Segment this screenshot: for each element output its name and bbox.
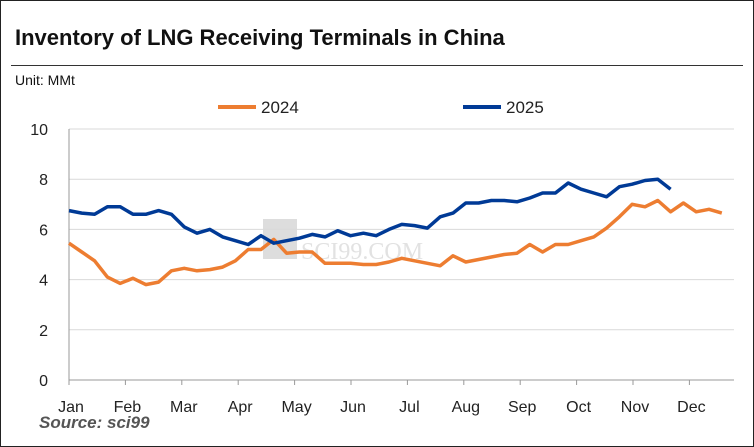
y-tick-label: 0 [39, 373, 48, 390]
y-tick-label: 8 [39, 172, 48, 189]
x-tick-label: Sep [508, 399, 537, 416]
unit-label: Unit: MMt [15, 72, 75, 88]
x-tick-label: Jun [340, 399, 366, 416]
x-tick-label: Jan [58, 399, 84, 416]
y-tick-label: 10 [30, 122, 48, 139]
y-tick-label: 4 [39, 273, 48, 290]
x-tick-label: Dec [677, 399, 705, 416]
title-divider [11, 65, 743, 66]
x-tick-label: Feb [114, 399, 142, 416]
x-tick-label: Oct [566, 399, 591, 416]
legend-label-2025: 2025 [506, 98, 544, 117]
series-line-2025 [68, 177, 672, 247]
x-tick-label: Aug [452, 399, 480, 416]
source-label: Source: sci99 [39, 413, 150, 432]
x-tick-label: Nov [621, 399, 649, 416]
y-tick-label: 6 [39, 222, 48, 239]
x-tick-label: May [281, 399, 311, 416]
series-line-2024 [68, 198, 723, 287]
x-tick-label: Jul [399, 399, 419, 416]
x-tick-label: Mar [170, 399, 198, 416]
legend-label-2024: 2024 [261, 98, 299, 117]
watermark-text: SCI99.COM [301, 239, 423, 265]
chart-title: Inventory of LNG Receiving Terminals in … [15, 25, 505, 50]
x-tick-label: Apr [228, 399, 254, 416]
y-tick-label: 2 [39, 323, 48, 340]
